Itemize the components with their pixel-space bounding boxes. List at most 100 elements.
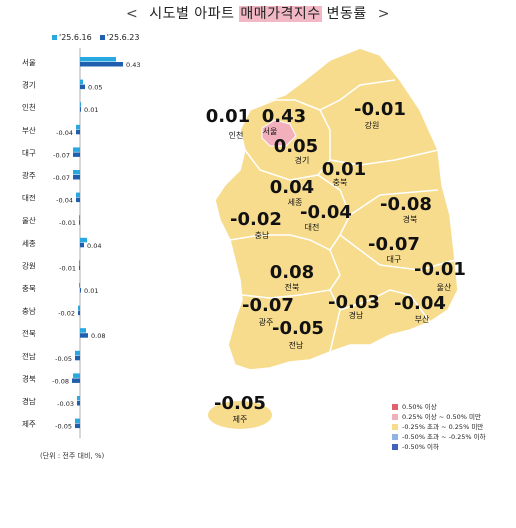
map-value-label: 0.01	[322, 159, 366, 180]
map-legend-swatch	[392, 444, 398, 450]
bar-curr	[76, 129, 80, 135]
data-label: -0.02	[58, 310, 75, 318]
map-region-name: 경기	[295, 155, 310, 165]
bar-prev	[73, 373, 80, 378]
data-label: -0.01	[59, 264, 76, 272]
map-legend-label: -0.50% 이하	[402, 443, 440, 451]
map-legend-label: -0.50% 초과 ~ -0.25% 이하	[402, 433, 486, 441]
region-shape-seoul	[261, 119, 297, 147]
bar-curr	[75, 423, 80, 429]
bar-curr	[73, 175, 80, 180]
map-value-label: -0.07	[242, 295, 294, 316]
map-legend-item: 0.25% 이상 ~ 0.50% 미만	[392, 412, 486, 422]
category-label: 전북	[22, 328, 36, 338]
bar-prev	[78, 305, 80, 311]
legend-swatch-2	[99, 35, 105, 40]
map-value-label: -0.02	[230, 209, 282, 230]
map-legend-item: -0.50% 이하	[392, 442, 486, 452]
category-label: 경기	[22, 80, 36, 90]
map-value-label: 0.01	[206, 106, 250, 127]
map-legend-swatch	[392, 424, 398, 430]
region-border-chungnam	[229, 234, 331, 251]
map-region-name: 충남	[255, 231, 270, 240]
map-legend-label: 0.25% 이상 ~ 0.50% 미만	[402, 413, 481, 421]
map-legend-swatch	[392, 414, 398, 420]
map-legend: 0.50% 이상 0.25% 이상 ~ 0.50% 미만 -0.25% 초과 ~ 0…	[392, 402, 486, 452]
data-label: -0.08	[52, 377, 69, 385]
map-legend-item: 0.50% 이상	[392, 402, 486, 412]
map-legend-item: -0.25% 초과 ~ 0.25% 미만	[392, 422, 486, 432]
bar-curr	[80, 84, 85, 90]
region-border-gyeongbuk	[339, 189, 456, 271]
title-suffix: 변동률	[321, 6, 367, 22]
legend-label-2: '25.6.23	[106, 33, 140, 42]
map-region-name: 대구	[387, 255, 402, 264]
map-value-label: 0.08	[270, 262, 314, 283]
data-label: -0.03	[57, 400, 74, 408]
bar-prev	[73, 170, 80, 175]
map-value-label: -0.05	[272, 318, 324, 339]
data-label: -0.07	[53, 174, 70, 182]
bar-prev	[77, 396, 80, 401]
bar-curr	[75, 355, 80, 361]
bar-prev	[75, 350, 80, 356]
data-label: -0.01	[59, 219, 76, 227]
bar-prev	[80, 79, 83, 85]
legend-swatch-1	[52, 35, 57, 40]
category-label: 서울	[22, 58, 36, 67]
data-label: -0.07	[53, 151, 70, 159]
map-region-name: 광주	[259, 317, 274, 327]
category-label: 충북	[22, 284, 36, 293]
data-label: -0.04	[56, 197, 73, 205]
bar-prev	[73, 147, 80, 152]
map-region-name: 부산	[415, 314, 430, 324]
map-value-label: -0.01	[414, 259, 466, 280]
map-region-name: 전남	[289, 340, 304, 350]
category-label: 대구	[22, 148, 36, 157]
map-region-name: 강원	[365, 120, 380, 130]
bar-prev	[79, 215, 80, 220]
bar-prev	[76, 124, 80, 130]
map-region-name: 대전	[305, 222, 320, 232]
bar-prev	[80, 57, 116, 62]
map-region-name: 울산	[437, 282, 452, 292]
category-label: 광주	[22, 170, 36, 180]
korea-map: 0.43서울0.01인천0.05경기-0.01강원0.01충북0.04세종-0.…	[206, 47, 466, 429]
map-region-name: 전북	[285, 282, 300, 292]
bar-curr	[76, 197, 80, 203]
bar-prev	[75, 418, 80, 424]
category-label: 제주	[22, 420, 36, 429]
bar-curr	[80, 333, 88, 338]
bar-curr	[72, 378, 80, 383]
category-label: 전남	[22, 351, 36, 361]
category-label: 울산	[22, 215, 36, 225]
category-label: 대전	[22, 193, 36, 203]
map-region-name: 충북	[333, 178, 348, 187]
map-labels: 0.43서울0.01인천0.05경기-0.01강원0.01충북0.04세종-0.…	[206, 99, 466, 424]
bar-prev	[79, 260, 80, 265]
map-legend-label: -0.25% 초과 ~ 0.25% 미만	[402, 423, 484, 431]
prev-arrow-icon[interactable]: <	[126, 6, 139, 22]
map-value-label: 0.05	[274, 136, 318, 157]
map-value-label: -0.04	[300, 202, 352, 223]
data-label: 0.08	[91, 332, 105, 340]
data-label: 0.43	[126, 61, 140, 69]
bar-prev	[80, 328, 86, 333]
map-region-name: 제주	[233, 415, 248, 424]
next-arrow-icon[interactable]: >	[377, 6, 390, 22]
title-prefix: 시도별 아파트	[149, 6, 240, 22]
bar-chart: 서울 0.43 경기 0.05 인천 0.01 부산 -0.04 대구 -0.07 광주 -0.07 대…	[22, 48, 140, 460]
map-region-name: 경남	[349, 310, 364, 320]
bar-chart-legend: '25.6.16 '25.6.23	[52, 33, 139, 42]
map-legend-label: 0.50% 이상	[402, 403, 437, 411]
bar-curr	[73, 152, 80, 157]
map-region-name: 세종	[288, 198, 303, 207]
bar-prev	[80, 102, 81, 107]
region-shape-jeju	[208, 401, 272, 429]
bar-curr	[79, 265, 80, 270]
map-legend-swatch	[392, 434, 398, 440]
bar-curr	[78, 310, 80, 316]
map-value-label: -0.08	[380, 194, 432, 215]
title-highlight: 매매가격지수	[239, 6, 322, 22]
bar-prev	[76, 192, 80, 198]
